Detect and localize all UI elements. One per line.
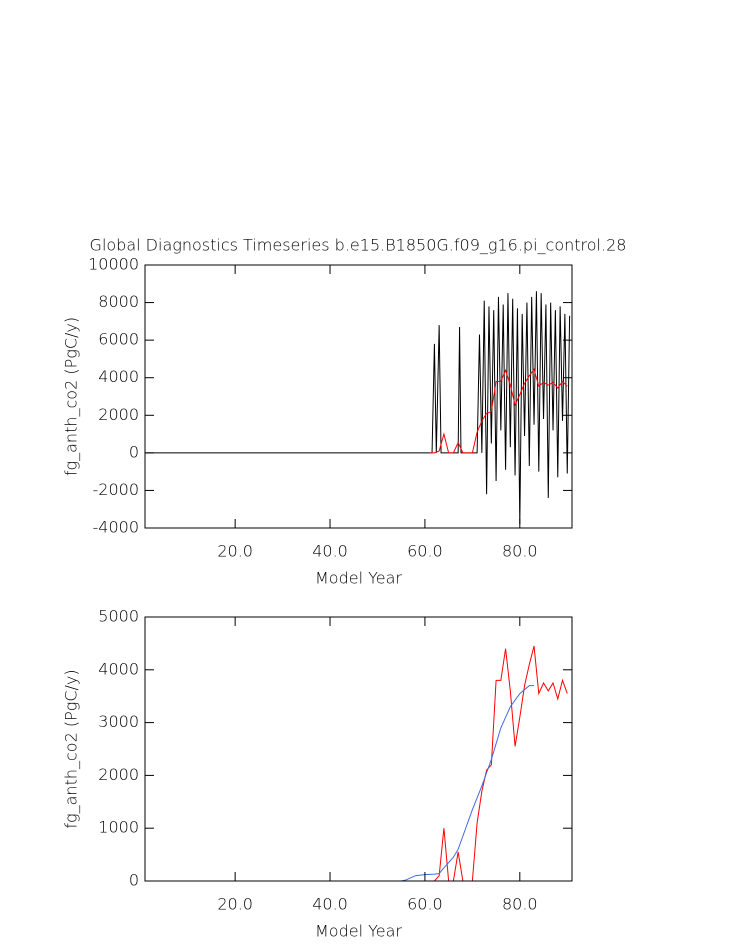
y-tick-label: -2000 — [93, 480, 140, 499]
y-tick-label: 10000 — [88, 255, 139, 274]
x-tick-label: 20.0 — [217, 542, 253, 561]
x-tick-label: 60.0 — [407, 542, 443, 561]
plot-frame — [144, 616, 573, 882]
plot-frame — [144, 264, 573, 529]
x-tick-label: 80.0 — [502, 542, 538, 561]
y-tick-label: 0 — [129, 871, 139, 890]
y-tick-label: 1000 — [98, 818, 139, 837]
y-tick-label: 6000 — [98, 330, 139, 349]
x-axis-label: Model Year — [315, 569, 402, 588]
data-line — [429, 645, 568, 882]
y-tick-label: -4000 — [93, 518, 140, 537]
x-tick-label: 80.0 — [502, 895, 538, 914]
y-tick-label: 8000 — [98, 292, 139, 311]
data-line — [401, 685, 535, 882]
x-tick-label: 20.0 — [217, 895, 253, 914]
data-line — [145, 291, 571, 525]
y-tick-label: 4000 — [98, 659, 139, 678]
y-tick-label: 5000 — [98, 607, 139, 626]
x-tick-label: 40.0 — [312, 542, 348, 561]
y-axis-label: fg_anth_co2 (PgC/y) — [62, 669, 81, 828]
data-line — [429, 368, 568, 454]
y-axis-label: fg_anth_co2 (PgC/y) — [62, 317, 81, 476]
x-axis-label: Model Year — [315, 922, 402, 941]
x-tick-label: 60.0 — [407, 895, 443, 914]
y-tick-label: 4000 — [98, 367, 139, 386]
y-tick-label: 2000 — [98, 405, 139, 424]
y-tick-label: 3000 — [98, 712, 139, 731]
chart-title: Global Diagnostics Timeseries b.e15.B185… — [90, 236, 627, 255]
x-tick-label: 40.0 — [312, 895, 348, 914]
y-tick-label: 0 — [129, 442, 139, 461]
y-tick-label: 2000 — [98, 765, 139, 784]
